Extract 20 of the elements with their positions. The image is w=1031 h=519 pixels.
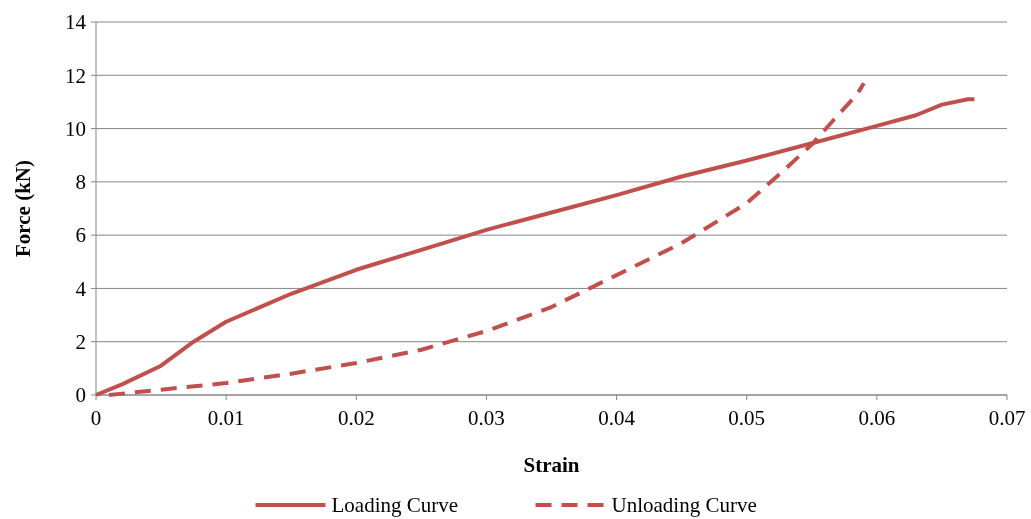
y-tick-label: 14 (65, 10, 87, 35)
y-tick-label: 2 (75, 330, 86, 355)
y-tick-label: 6 (75, 223, 86, 248)
y-tick-label: 4 (75, 276, 87, 301)
x-tick-label: 0.03 (468, 406, 505, 430)
y-tick-label: 0 (75, 383, 86, 408)
y-tick-label: 10 (65, 116, 86, 141)
x-tick-label: 0.04 (598, 406, 636, 430)
legend-label: Unloading Curve (611, 493, 757, 518)
legend-label: Loading Curve (331, 493, 459, 518)
y-tick-label: 12 (65, 63, 86, 88)
x-tick-label: 0.06 (858, 406, 896, 430)
x-tick-label: 0.01 (207, 406, 245, 430)
x-tick-label: 0.05 (728, 406, 766, 430)
y-tick-label: 8 (75, 170, 86, 195)
x-axis-title: Strain (523, 453, 580, 477)
x-tick-label: 0.07 (988, 406, 1026, 430)
x-tick-label: 0 (90, 406, 102, 430)
y-axis-title: Force (kN) (11, 160, 35, 257)
x-tick-label: 0.02 (337, 406, 375, 430)
